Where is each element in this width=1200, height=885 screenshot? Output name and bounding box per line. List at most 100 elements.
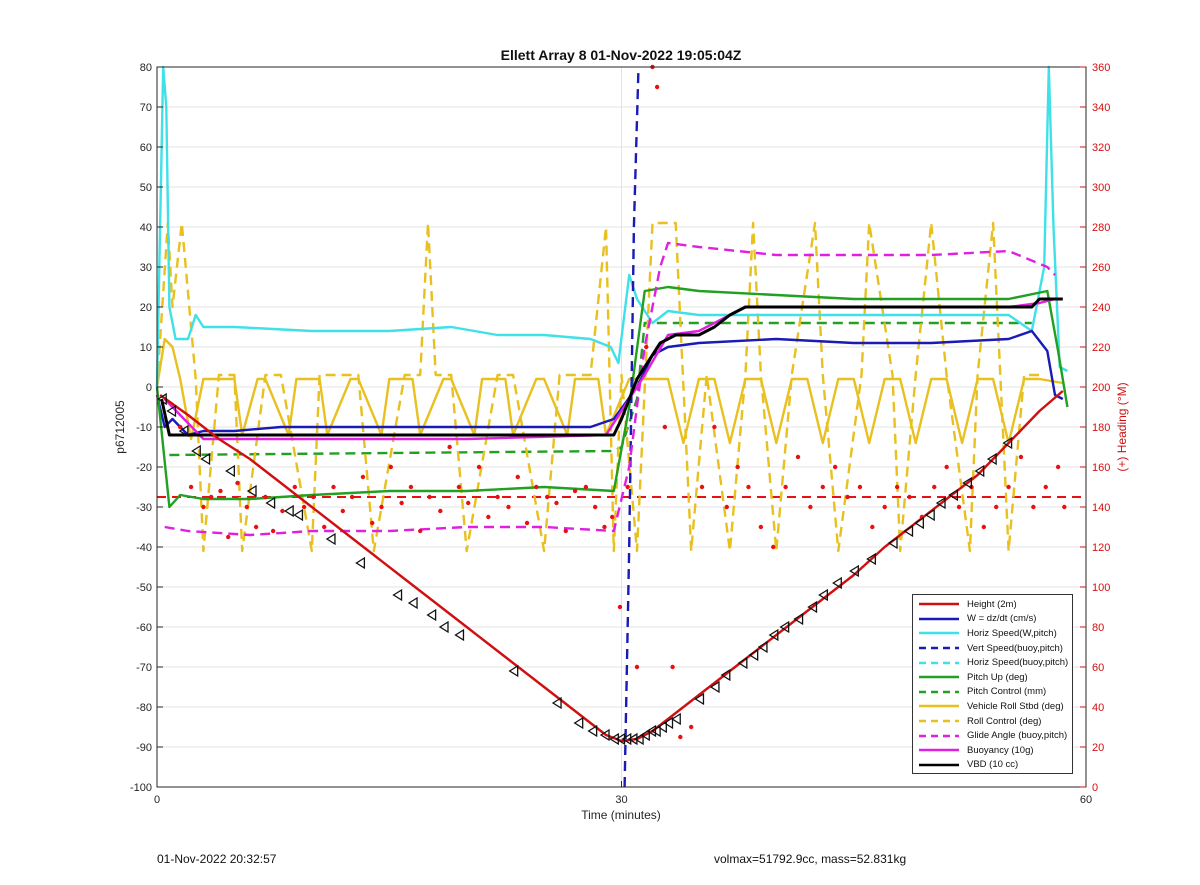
heading-point — [331, 484, 336, 490]
legend-swatch — [917, 760, 961, 770]
y-tick-label: 50 — [140, 182, 152, 194]
heading-point — [515, 474, 520, 480]
height-marker — [621, 732, 632, 746]
footer-volmax-mass: volmax=51792.9cc, mass=52.831kg — [714, 852, 907, 866]
height-marker — [508, 664, 519, 678]
y2-tick-label: 340 — [1092, 102, 1110, 114]
y2-tick-label: 240 — [1092, 302, 1110, 314]
y-tick-label: -50 — [136, 582, 152, 594]
height-marker — [599, 728, 610, 742]
heading-point — [379, 504, 384, 510]
heading-point — [981, 524, 987, 530]
y2-tick-label: 20 — [1092, 742, 1104, 754]
height-marker — [671, 712, 681, 726]
series-line-6 — [169, 321, 1032, 457]
heading-point — [486, 514, 491, 520]
legend-item: Horiz Speed(W,pitch) — [913, 626, 1072, 641]
heading-point — [208, 494, 214, 500]
legend-swatch — [917, 614, 961, 624]
height-marker — [663, 716, 674, 730]
heading-point — [418, 528, 423, 534]
heading-point — [602, 524, 607, 530]
heading-point — [771, 544, 776, 550]
legend-item: Horiz Speed(buoy,pitch) — [913, 655, 1072, 670]
heading-point — [808, 504, 813, 510]
legend-label: Buoyancy (10g) — [967, 744, 1034, 756]
height-marker — [156, 392, 167, 406]
series-line-1 — [155, 329, 1064, 437]
y-tick-label: -70 — [136, 662, 152, 674]
height-marker — [325, 532, 336, 546]
heading-point — [1018, 454, 1024, 460]
heading-point — [263, 494, 268, 500]
y2-tick-label: 320 — [1092, 142, 1110, 154]
heading-point — [625, 484, 630, 490]
axes: -100-90-80-70-60-50-40-30-20-10010203040… — [130, 62, 1110, 806]
legend-label: VBD (10 cc) — [967, 759, 1019, 771]
heading-point — [758, 524, 764, 530]
height-marker — [392, 588, 403, 602]
y2-tick-label: 100 — [1092, 582, 1110, 594]
heading-point — [592, 504, 598, 510]
heading-point — [408, 484, 414, 490]
heading-point — [370, 520, 375, 526]
heading-point — [783, 484, 788, 490]
heading-point — [932, 484, 937, 490]
legend-item: W = dz/dt (cm/s) — [913, 612, 1072, 627]
height-marker — [246, 484, 257, 498]
heading-point — [349, 494, 355, 500]
legend-item: Vert Speed(buoy,pitch) — [913, 641, 1072, 656]
height-marker — [166, 404, 177, 418]
height-marker — [768, 628, 779, 642]
height-marker — [757, 640, 768, 654]
y-tick-label: 10 — [140, 342, 152, 354]
x-tick-label: 0 — [154, 794, 160, 806]
heading-point — [688, 724, 694, 730]
y-axis-label: p6712005 — [113, 400, 127, 454]
heading-point — [907, 494, 912, 500]
y2-tick-label: 280 — [1092, 222, 1110, 234]
legend-item: Pitch Control (mm) — [913, 685, 1072, 700]
height-marker — [407, 596, 418, 610]
y2-tick-label: 360 — [1092, 62, 1110, 74]
height-marker — [748, 648, 759, 662]
heading-point — [1006, 484, 1011, 490]
heading-point — [563, 528, 568, 534]
heading-point — [882, 504, 887, 510]
height-marker — [551, 696, 562, 710]
height-marker — [948, 488, 959, 502]
y2-axis-label: (+) Heading (°M) — [1115, 382, 1129, 471]
y2-tick-label: 200 — [1092, 382, 1110, 394]
chart-title: Ellett Array 8 01-Nov-2022 19:05:04Z — [501, 47, 742, 63]
y-tick-label: -10 — [136, 422, 152, 434]
heading-point — [340, 508, 345, 514]
heading-point — [270, 528, 276, 534]
legend-swatch — [917, 628, 961, 638]
height-marker — [737, 656, 748, 670]
heading-point — [572, 488, 578, 494]
y2-tick-label: 220 — [1092, 342, 1110, 354]
height-marker — [627, 732, 638, 746]
heading-point — [735, 464, 740, 470]
heading-point — [634, 664, 640, 670]
y2-tick-label: 180 — [1092, 422, 1110, 434]
legend: Height (2m) W = dz/dt (cm/s) Horiz Speed(W… — [912, 594, 1073, 774]
height-marker — [818, 588, 828, 602]
heading-point — [244, 504, 250, 510]
height-marker — [807, 600, 818, 614]
footer-timestamp: 01-Nov-2022 20:32:57 — [157, 852, 277, 866]
heading-point — [495, 494, 500, 500]
heading-point — [438, 508, 443, 514]
height-marker — [962, 476, 972, 490]
heading-point — [292, 484, 298, 490]
legend-swatch — [917, 731, 961, 741]
heading-point — [534, 484, 539, 490]
y2-tick-label: 0 — [1092, 782, 1098, 794]
heading-point — [476, 464, 482, 470]
y-tick-label: 40 — [140, 222, 152, 234]
heading-point — [654, 84, 660, 90]
y2-tick-label: 140 — [1092, 502, 1110, 514]
heading-point — [322, 524, 327, 530]
legend-label: Horiz Speed(buoy,pitch) — [967, 657, 1069, 669]
